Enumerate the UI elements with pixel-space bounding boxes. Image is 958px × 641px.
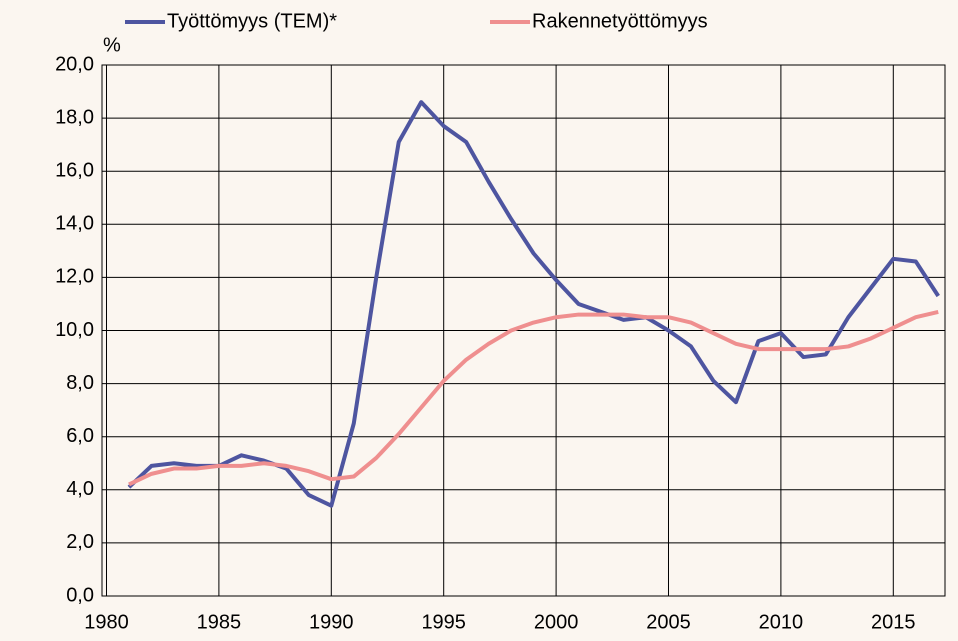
y-tick-label: 18,0 <box>55 106 94 128</box>
y-tick-label: 20,0 <box>55 53 94 75</box>
x-tick-label: 1990 <box>309 611 354 633</box>
y-tick-label: 6,0 <box>66 425 94 447</box>
y-tick-label: 14,0 <box>55 213 94 235</box>
x-tick-label: 2015 <box>871 611 916 633</box>
x-tick-label: 1995 <box>421 611 466 633</box>
series-line <box>128 309 939 487</box>
y-tick-label: 16,0 <box>55 159 94 181</box>
y-tick-label: 10,0 <box>55 319 94 341</box>
x-tick-label: 2005 <box>646 611 691 633</box>
legend-label: Rakennetyöttömyys <box>532 10 708 32</box>
y-unit-label: % <box>103 34 121 56</box>
x-tick-label: 2010 <box>759 611 804 633</box>
y-tick-label: 2,0 <box>66 531 94 553</box>
x-tick-label: 1980 <box>84 611 129 633</box>
series-line <box>127 100 940 508</box>
y-tick-label: 0,0 <box>66 584 94 606</box>
y-tick-label: 12,0 <box>55 266 94 288</box>
y-tick-label: 8,0 <box>66 372 94 394</box>
legend-label: Työttömyys (TEM)* <box>167 10 337 32</box>
plot-border <box>101 64 946 597</box>
x-tick-label: 1985 <box>197 611 242 633</box>
y-tick-label: 4,0 <box>66 478 94 500</box>
x-tick-label: 2000 <box>534 611 579 633</box>
